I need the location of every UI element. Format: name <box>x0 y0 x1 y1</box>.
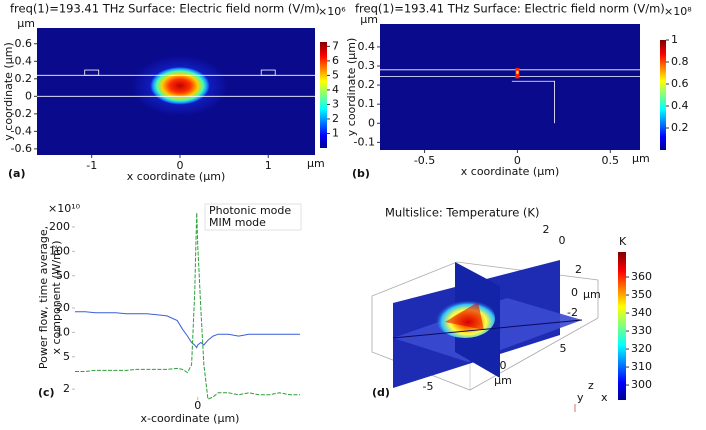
y-tick-label: 100 <box>49 244 70 257</box>
x-unit: μm <box>494 374 512 387</box>
colorbar <box>618 252 626 400</box>
y-unit: μm <box>360 13 378 26</box>
colorbar-tick-label: 1 <box>671 33 678 46</box>
x-tick-label: 5 <box>560 342 567 355</box>
y-unit: μm <box>17 17 35 30</box>
x-axis-title: x-coordinate (μm) <box>141 412 240 425</box>
y-tick-label: 0 <box>25 89 32 102</box>
colorbar-tick-label: 1 <box>332 126 339 139</box>
y-tick-label: 0.2 <box>15 72 33 85</box>
series-line <box>75 311 300 349</box>
colorbar-unit: K <box>619 235 627 248</box>
panel-label: (b) <box>352 167 370 180</box>
x-tick-label: -0.5 <box>414 154 435 167</box>
y-tick-label: 0.4 <box>358 40 376 53</box>
legend-label: MIM mode <box>209 216 266 229</box>
x-tick-label: 0 <box>194 399 201 412</box>
colorbar <box>320 42 327 148</box>
y-tick-label: -0.4 <box>11 124 32 137</box>
y-tick-label: 10 <box>56 325 70 338</box>
z-tick-label: -2 <box>567 306 578 319</box>
y-tick-label: 0 <box>559 234 566 247</box>
y-tick-label: 200 <box>49 220 70 233</box>
x-tick-label: 1 <box>265 159 272 172</box>
colorbar-tick-label: 330 <box>631 324 652 337</box>
field-hotspot <box>149 66 210 105</box>
hotspot-core <box>516 70 519 74</box>
panel-label: (c) <box>38 386 55 399</box>
y-multiplier: ×10¹⁰ <box>48 202 81 215</box>
colorbar-tick-label: 4 <box>332 83 339 96</box>
colorbar-tick-label: 5 <box>332 68 339 81</box>
field-map <box>380 24 640 150</box>
colorbar-tick-label: 320 <box>631 342 652 355</box>
series-line <box>75 212 300 400</box>
x-tick-label: 0 <box>176 159 183 172</box>
y-tick-label: 0.2 <box>358 78 376 91</box>
axis-triad-label: x <box>601 391 608 404</box>
axis-triad-label: z <box>588 379 594 392</box>
axis-triad-label: y <box>577 391 584 404</box>
x-tick-label: -1 <box>86 159 97 172</box>
x-tick-label: 0 <box>500 359 507 372</box>
z-tick-label: 0 <box>571 286 578 299</box>
colorbar-multiplier: ×10⁶ <box>318 5 346 18</box>
y-tick-label: 2 <box>63 382 70 395</box>
colorbar-tick-label: 0.8 <box>671 55 689 68</box>
z-unit: μm <box>583 288 601 301</box>
field-map <box>37 28 387 155</box>
y-tick-label: 0.3 <box>358 59 376 72</box>
colorbar-tick-label: 0.2 <box>671 121 689 134</box>
legend-label: Photonic mode <box>209 204 291 217</box>
colorbar-tick-label: 0.4 <box>671 99 689 112</box>
x-tick-label: 0 <box>514 154 521 167</box>
x-unit: μm <box>632 152 650 165</box>
y-tick-label: 20 <box>56 301 70 314</box>
y-tick-label: 0.4 <box>15 54 33 67</box>
y-tick-label: 5 <box>63 350 70 363</box>
y-tick-label: 50 <box>56 269 70 282</box>
chart-title: freq(1)=193.41 THz Surface: Electric fie… <box>10 2 320 16</box>
field-background <box>380 24 640 150</box>
z-tick-label: 2 <box>575 263 582 276</box>
slice-drawing <box>371 260 599 412</box>
colorbar-tick-label: 0.6 <box>671 77 689 90</box>
colorbar-tick-label: 310 <box>631 360 652 373</box>
x-unit: μm <box>307 157 325 170</box>
x-axis-title: x coordinate (μm) <box>461 165 559 178</box>
colorbar-tick-label: 7 <box>332 39 339 52</box>
colorbar <box>660 40 666 150</box>
y-tick-label: 2 <box>543 223 550 236</box>
y-axis-title: y coordinate (μm) <box>345 38 358 136</box>
legend-box <box>204 203 302 231</box>
panel-label: (d) <box>372 386 390 399</box>
y-tick-label: -0.1 <box>354 135 375 148</box>
y-axis-title: y coordinate (μm) <box>2 42 15 140</box>
colorbar-tick-label: 300 <box>631 378 652 391</box>
y-axis-title: x component (W/m²) <box>50 240 63 354</box>
x-tick-label: -5 <box>423 380 434 393</box>
x-tick-label: 0.5 <box>602 154 620 167</box>
x-axis-title: x coordinate (μm) <box>127 170 225 183</box>
strip <box>260 69 276 76</box>
y-tick-label: 0.1 <box>358 97 376 110</box>
panel-label: (a) <box>8 167 25 180</box>
colorbar-tick-label: 350 <box>631 288 652 301</box>
y-tick-label: -0.2 <box>11 107 32 120</box>
colorbar-multiplier: ×10⁸ <box>664 5 692 18</box>
y-tick-label: 0.6 <box>15 37 33 50</box>
interface <box>511 80 555 124</box>
y-tick-label: -0.6 <box>11 142 32 155</box>
chart-title: Multislice: Temperature (K) <box>385 206 539 220</box>
y-tick-label: 0 <box>368 116 375 129</box>
strip <box>84 69 100 76</box>
y-axis-title: Power flow, time average, <box>37 226 50 369</box>
colorbar-tick-label: 340 <box>631 306 652 319</box>
colorbar-tick-label: 3 <box>332 97 339 110</box>
colorbar-tick-label: 6 <box>332 54 339 67</box>
chart-title: freq(1)=193.41 THz Surface: Electric fie… <box>355 2 665 16</box>
colorbar-tick-label: 360 <box>631 270 652 283</box>
colorbar-tick-label: 2 <box>332 112 339 125</box>
